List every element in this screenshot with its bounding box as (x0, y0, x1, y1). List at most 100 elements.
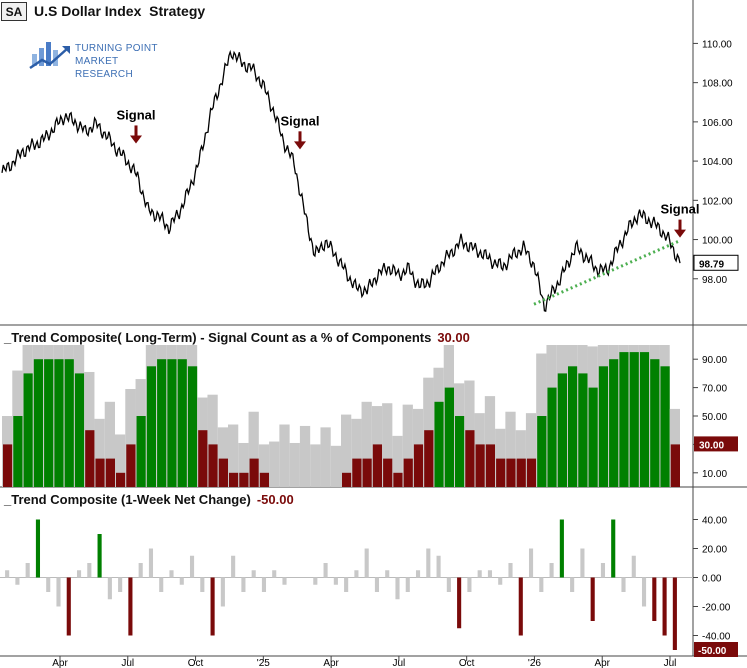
netchange-bar (87, 563, 92, 578)
netchange-bar (272, 570, 277, 578)
composite-bar (588, 387, 598, 487)
composite-bg-bar (402, 404, 413, 487)
netchange-bar (35, 519, 41, 578)
netchange-bar (210, 577, 215, 636)
composite-bar (85, 430, 95, 487)
netchange-bar (159, 577, 164, 592)
price-line (1, 49, 681, 312)
symbol-badge[interactable]: SA (1, 2, 27, 21)
composite-bg-bar (248, 411, 259, 487)
netchange-bar (426, 548, 431, 578)
composite-bar (372, 444, 383, 487)
x-tick-label: Jul (121, 658, 134, 668)
composite-bar (547, 387, 557, 487)
composite-bg-bar (330, 445, 341, 487)
composite-bar (475, 444, 485, 487)
composite-bar (455, 416, 465, 487)
composite-bar (167, 359, 177, 487)
logo-line2: MARKET RESEARCH (75, 56, 133, 80)
composite-bar (198, 430, 208, 487)
composite-bg-bar (320, 427, 331, 487)
netchange-bar (672, 577, 677, 650)
composite-bar (13, 416, 23, 487)
composite-bar (74, 373, 85, 487)
composite-bar (434, 401, 444, 487)
composite-bar (650, 359, 660, 487)
logo: TURNING POINT MARKET RESEARCH (28, 38, 178, 80)
panel3-title-value: -50.00 (256, 492, 294, 507)
netchange-bar (354, 570, 359, 578)
composite-bar (516, 458, 526, 487)
netchange-bar (528, 548, 534, 578)
composite-bg-bar (495, 428, 506, 487)
netchange-last-label: -50.00 (698, 646, 727, 657)
netchange-bar (559, 519, 564, 578)
netchange-bar (487, 570, 493, 578)
composite-bg-bar (125, 389, 136, 487)
composite-bar (485, 444, 496, 487)
netchange-bar (46, 577, 51, 592)
signal-label: Signal (660, 202, 699, 217)
panel3-title-text: _Trend Composite (1-Week Net Change) (4, 492, 251, 507)
netchange-bar (241, 577, 246, 592)
composite-bg-bar (207, 394, 218, 487)
netchange-bar (97, 534, 102, 578)
netchange-bar (364, 548, 369, 578)
netchange-y-tick-label: 0.00 (702, 574, 722, 585)
trendline (533, 240, 679, 306)
netchange-bar (518, 577, 523, 636)
composite-bar (208, 444, 218, 487)
composite-bar (136, 416, 146, 487)
composite-bar (496, 458, 506, 487)
composite-bar (157, 359, 167, 487)
x-tick-label: Oct (459, 658, 475, 668)
composite-bar (362, 458, 372, 487)
netchange-bar (549, 563, 554, 578)
logo-icon (29, 42, 70, 70)
composite-bg-bar (269, 441, 280, 487)
panel2-title-value: 30.00 (437, 330, 470, 345)
netchange-bar (231, 555, 236, 578)
netchange-bar (436, 555, 441, 578)
netchange-y-tick-label: 20.00 (702, 545, 727, 556)
netchange-bar (128, 577, 133, 636)
price-y-tick-label: 104.00 (702, 157, 733, 168)
composite-bg-bar (279, 424, 290, 487)
composite-bar (413, 444, 424, 487)
composite-bar (249, 458, 259, 487)
x-tick-label: Oct (188, 658, 204, 668)
netchange-bar (179, 577, 184, 585)
netchange-bar (467, 577, 472, 592)
netchange-bar (200, 577, 205, 592)
netchange-bar (395, 577, 400, 600)
composite-bar (3, 444, 13, 487)
netchange-bar (323, 563, 328, 578)
netchange-bar (631, 555, 636, 578)
panel2-title-text: _Trend Composite( Long-Term) - Signal Co… (4, 330, 432, 345)
netchange-bar (539, 577, 544, 592)
netchange-bar (652, 577, 657, 621)
composite-bar (619, 352, 629, 487)
netchange-bar (405, 577, 410, 592)
composite-bg-bar (351, 418, 362, 487)
x-tick-label: Apr (323, 658, 339, 668)
composite-bar (218, 458, 228, 487)
composite-bar (239, 472, 249, 487)
netchange-bar (477, 570, 482, 578)
price-y-tick-label: 100.00 (702, 236, 733, 247)
panel3-title: _Trend Composite (1-Week Net Change) -50.… (4, 492, 294, 507)
price-y-tick-label: 110.00 (702, 39, 732, 50)
netchange-y-tick-label: -40.00 (702, 632, 731, 643)
composite-bar (126, 444, 136, 487)
composite-bar (44, 359, 54, 487)
composite-bg-bar (115, 434, 126, 487)
netchange-bar (56, 577, 61, 607)
netchange-bar (621, 577, 626, 592)
x-tick-label: Jul (392, 658, 405, 668)
composite-bar (54, 359, 64, 487)
netchange-bar (189, 555, 195, 578)
netchange-bar (333, 577, 338, 585)
netchange-bar (251, 570, 256, 578)
composite-bar (342, 472, 352, 487)
